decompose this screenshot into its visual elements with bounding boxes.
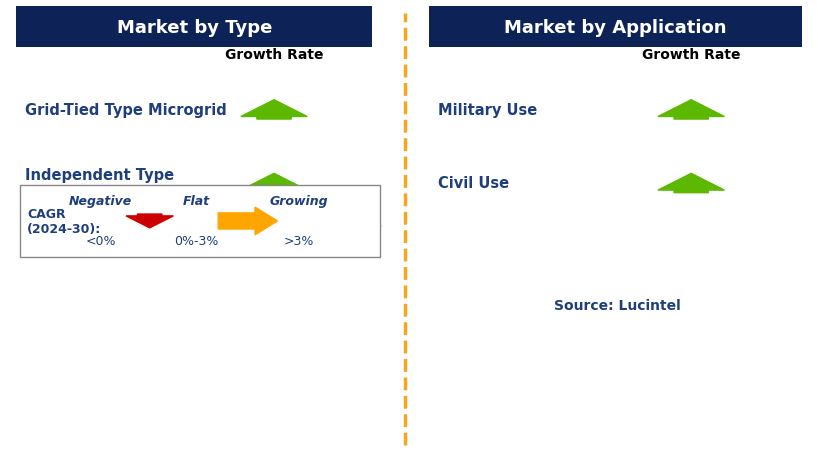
Text: Military Use: Military Use bbox=[438, 103, 537, 118]
Polygon shape bbox=[218, 207, 277, 235]
FancyBboxPatch shape bbox=[429, 7, 802, 48]
Polygon shape bbox=[334, 215, 381, 229]
Text: Market by Type: Market by Type bbox=[117, 18, 272, 37]
Polygon shape bbox=[126, 215, 173, 229]
Polygon shape bbox=[658, 174, 725, 193]
Text: <0%: <0% bbox=[85, 235, 116, 248]
Polygon shape bbox=[240, 174, 308, 193]
Text: Source: Lucintel: Source: Lucintel bbox=[555, 298, 681, 312]
FancyBboxPatch shape bbox=[20, 186, 380, 257]
Text: Growth Rate: Growth Rate bbox=[642, 48, 740, 62]
Text: Independent Type
Microgrid: Independent Type Microgrid bbox=[25, 168, 173, 200]
Polygon shape bbox=[658, 101, 725, 120]
Text: Negative: Negative bbox=[69, 195, 133, 208]
Text: >3%: >3% bbox=[283, 235, 314, 248]
Text: Civil Use: Civil Use bbox=[438, 176, 509, 191]
Text: CAGR
(2024-30):: CAGR (2024-30): bbox=[27, 207, 101, 235]
Text: Growing: Growing bbox=[269, 195, 328, 208]
Text: Grid-Tied Type Microgrid: Grid-Tied Type Microgrid bbox=[25, 103, 227, 118]
Polygon shape bbox=[240, 101, 308, 120]
Text: 0%-3%: 0%-3% bbox=[174, 235, 218, 248]
Text: Growth Rate: Growth Rate bbox=[225, 48, 323, 62]
FancyBboxPatch shape bbox=[16, 7, 372, 48]
Text: Flat: Flat bbox=[182, 195, 210, 208]
Text: Market by Application: Market by Application bbox=[504, 18, 727, 37]
